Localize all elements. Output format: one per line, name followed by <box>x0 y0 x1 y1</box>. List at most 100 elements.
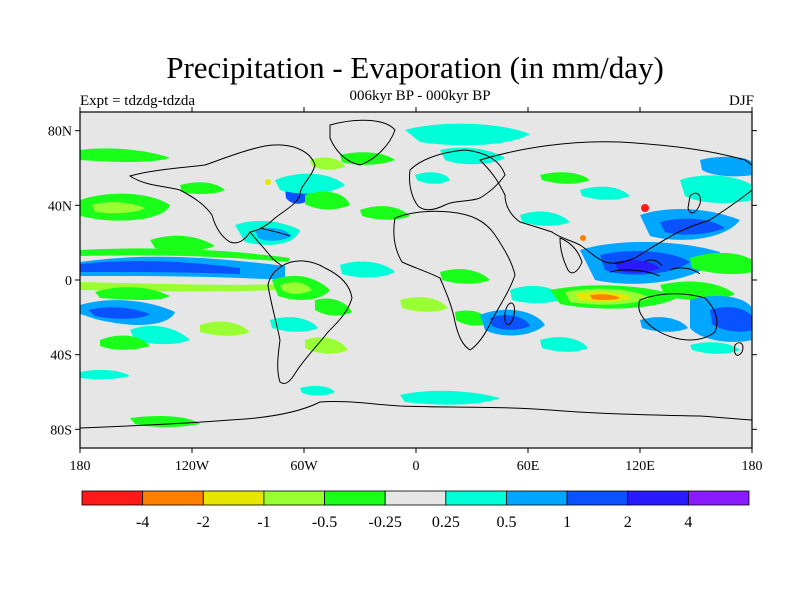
lon-tick-label: 180 <box>742 459 763 474</box>
colorbar-label: -0.25 <box>369 514 402 531</box>
colorbar-swatch <box>202 490 265 506</box>
coastline-antarctica <box>80 400 752 429</box>
anomaly-patch <box>275 173 345 194</box>
anomaly-patch <box>710 307 752 332</box>
coastline-asia <box>479 141 752 264</box>
anomaly-patch <box>400 390 500 405</box>
coastline-europe <box>409 149 506 211</box>
anomaly-patch <box>405 123 530 146</box>
anomaly-field <box>80 123 752 427</box>
anomaly-patch <box>88 307 150 319</box>
colorbar-label: 1 <box>563 514 571 531</box>
anomaly-patch <box>255 228 292 241</box>
anomaly-patch <box>100 335 150 350</box>
anomaly-spot <box>580 235 586 241</box>
lon-tick-label: 60E <box>517 459 540 474</box>
anomaly-patch <box>340 152 395 165</box>
season-label: DJF <box>728 93 754 109</box>
lat-tick-label: 40N <box>48 199 72 214</box>
anomaly-patch <box>640 317 688 332</box>
coastline-north-america <box>128 144 316 244</box>
anomaly-patch <box>455 310 490 326</box>
anomaly-patch <box>315 298 352 316</box>
coastline-madagascar <box>504 302 515 326</box>
anomaly-patch <box>300 385 335 396</box>
colorbar-label: 0.25 <box>432 514 460 531</box>
anomaly-patch <box>80 248 290 262</box>
coastline-africa <box>393 210 516 351</box>
anomaly-patch <box>150 235 215 251</box>
colorbar-label: -0.5 <box>312 514 337 531</box>
coastline-japan <box>687 192 701 214</box>
anomaly-patch <box>590 294 620 300</box>
colorbar-swatch <box>566 490 629 506</box>
colorbar-swatch <box>81 490 144 506</box>
anomaly-patch <box>92 202 145 214</box>
colorbar-label: -2 <box>197 514 210 531</box>
anomaly-patch <box>660 281 735 301</box>
anomaly-patch <box>80 261 240 274</box>
lat-tick-label: 80N <box>48 125 72 140</box>
anomaly-patch <box>690 342 740 354</box>
map-subtitle: 006kyr BP - 000kyr BP <box>349 88 491 104</box>
experiment-label: Expt = tdzdg-tdzda <box>80 93 196 109</box>
colorbar-swatch <box>142 490 204 506</box>
anomaly-patch <box>540 337 588 352</box>
anomaly-patch <box>310 157 345 170</box>
colorbar-swatch <box>687 490 750 506</box>
colorbar-swatch <box>627 490 689 506</box>
anomaly-patch <box>440 147 505 165</box>
coastline-south-america <box>267 260 353 385</box>
lat-tick-label: 80S <box>50 423 72 438</box>
anomaly-spot <box>641 204 649 212</box>
anomaly-patch <box>130 325 190 345</box>
anomaly-patch <box>490 315 530 330</box>
anomaly-patch <box>700 156 752 177</box>
coastline-australia <box>638 293 718 341</box>
colorbar-label: 4 <box>684 514 692 531</box>
colorbar-swatch <box>263 490 325 506</box>
lat-tick-label: 40S <box>50 349 72 364</box>
anomaly-patch <box>520 211 570 226</box>
lon-tick-label: 120W <box>175 459 210 474</box>
colorbar-swatch <box>324 490 386 506</box>
anomaly-patch <box>280 282 312 294</box>
anomaly-patch <box>440 269 490 284</box>
colorbar-swatch <box>384 490 447 506</box>
anomaly-patch <box>580 186 630 200</box>
lon-tick-label: 180 <box>70 459 91 474</box>
axis-ticks: 80N 40N 0 40S 80S 180 120W 60W 0 60E 120E 180 <box>48 107 763 474</box>
anomaly-patch <box>340 261 395 278</box>
coastline-indonesia <box>609 259 701 277</box>
anomaly-patch <box>270 317 318 332</box>
colorbar-label: 2 <box>624 514 632 531</box>
anomaly-spot <box>265 179 271 185</box>
anomaly-patch <box>95 287 170 300</box>
lon-tick-label: 0 <box>413 459 420 474</box>
anomaly-patch <box>180 182 225 195</box>
colorbar-label: -1 <box>257 514 270 531</box>
coastline-caribbean <box>259 227 291 237</box>
map-title: Precipitation - Evaporation (in mm/day) <box>166 50 664 85</box>
colorbar: -4 -2 -1 -0.5 -0.25 0.25 0.5 1 2 4 <box>81 490 750 531</box>
coastline-new-zealand <box>734 342 744 356</box>
anomaly-patch <box>80 369 130 380</box>
anomaly-patch <box>130 416 200 427</box>
anomaly-patch <box>80 148 170 162</box>
anomaly-patch <box>400 297 448 312</box>
lat-tick-label: 0 <box>65 274 72 289</box>
anomaly-patch <box>690 252 752 275</box>
colorbar-label: 0.5 <box>496 514 516 531</box>
colorbar-label: -4 <box>136 514 149 531</box>
anomaly-patch <box>200 321 250 336</box>
coastlines <box>80 119 752 429</box>
lon-tick-label: 60W <box>290 459 318 474</box>
anomaly-patch <box>415 172 450 184</box>
anomaly-patch <box>360 206 410 220</box>
coastline-central-america <box>249 231 283 267</box>
colorbar-swatch <box>445 490 507 506</box>
lon-tick-label: 120E <box>625 459 655 474</box>
colorbar-swatch <box>506 490 568 506</box>
anomaly-patch <box>305 191 350 210</box>
